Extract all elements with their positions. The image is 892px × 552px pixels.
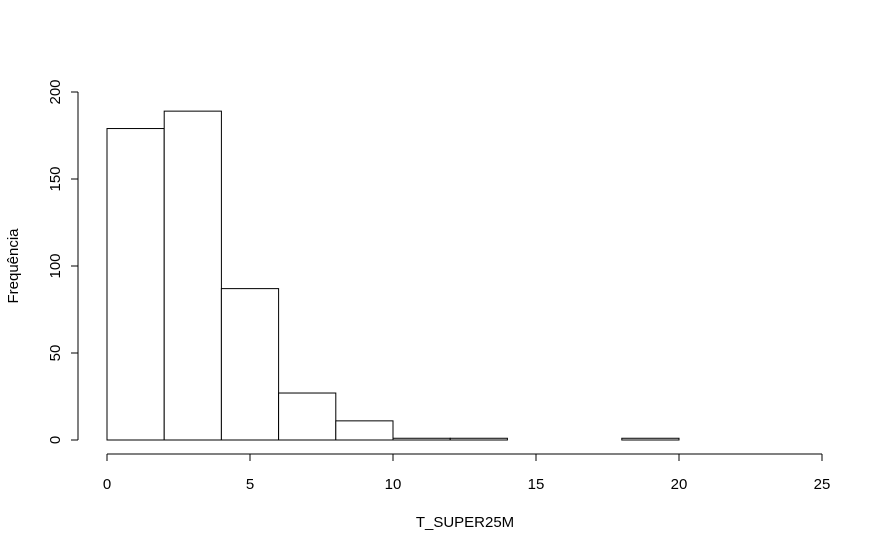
y-tick-label: 150 [47, 166, 64, 191]
x-tick-label: 20 [671, 476, 688, 493]
histogram-bar-2 [220, 288, 280, 441]
y-tick-label: 200 [47, 79, 64, 104]
histogram-bar-0 [106, 128, 165, 441]
histogram-bar-1 [163, 110, 222, 441]
y-tick-label: 50 [47, 345, 64, 362]
histogram-bar-5 [392, 437, 451, 441]
histogram-bars [106, 110, 680, 441]
x-tick-label: 25 [814, 476, 831, 493]
x-tick-label: 10 [385, 476, 402, 493]
histogram-bar-9 [621, 437, 680, 441]
y-axis: 0 50 100 150 200 [47, 79, 79, 444]
x-tick-label: 0 [103, 476, 111, 493]
x-tick-label: 15 [528, 476, 545, 493]
y-tick-label: 100 [47, 253, 64, 278]
y-tick-label: 0 [47, 436, 64, 444]
histogram-bar-4 [335, 420, 394, 441]
x-axis-title: T_SUPER25M [416, 514, 514, 531]
y-axis-title: Frequência [5, 228, 22, 304]
histogram-bar-6 [449, 437, 508, 441]
histogram-bar-3 [278, 392, 337, 441]
x-tick-label: 5 [246, 476, 254, 493]
x-axis: 0 5 10 15 20 25 [103, 453, 831, 493]
